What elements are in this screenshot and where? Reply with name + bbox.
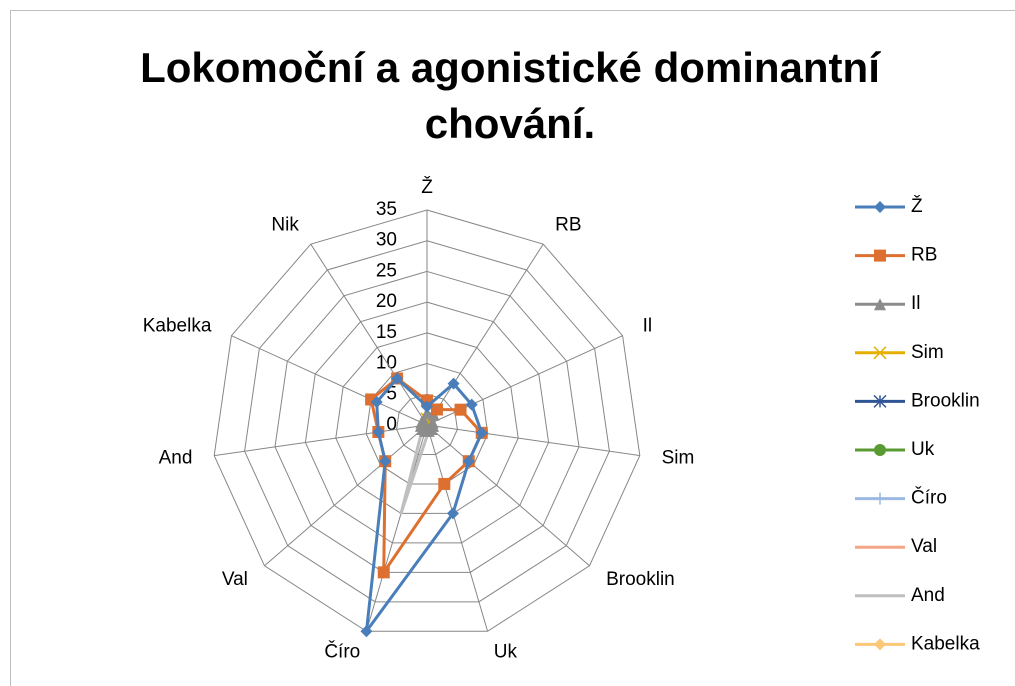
- spoke: [426, 243, 544, 426]
- series-line: [364, 376, 484, 633]
- chart-frame: [10, 10, 1015, 686]
- marker: [447, 377, 460, 390]
- marker: [462, 455, 475, 468]
- marker: [874, 298, 886, 311]
- marker: [391, 372, 404, 385]
- spoke: [426, 424, 590, 567]
- marker: [454, 403, 467, 416]
- r-tick-label: 20: [376, 291, 397, 312]
- marker: [874, 249, 886, 262]
- marker: [446, 507, 459, 520]
- r-tick-label: 5: [386, 383, 397, 404]
- legend-label: Číro: [911, 487, 947, 509]
- category-label: RB: [555, 215, 581, 236]
- grid-ring: [304, 301, 550, 544]
- category-label: Il: [643, 316, 653, 337]
- r-tick-label: 25: [376, 260, 397, 281]
- category-label: Brooklin: [606, 569, 675, 590]
- grid-ring: [213, 209, 641, 632]
- marker: [372, 425, 385, 438]
- spoke: [426, 424, 489, 632]
- legend-label: Val: [911, 536, 937, 557]
- spoke: [310, 243, 428, 426]
- marker: [379, 455, 392, 468]
- legend-label: Brooklin: [911, 390, 980, 411]
- category-label: Kabelka: [143, 316, 212, 337]
- marker: [465, 398, 478, 411]
- marker: [370, 396, 383, 409]
- category-label: Ž: [421, 176, 433, 198]
- legend-label: And: [911, 585, 945, 606]
- grid-ring: [274, 270, 580, 573]
- category-label: Sim: [662, 448, 695, 469]
- r-tick-label: 30: [376, 230, 397, 251]
- series-line: [399, 423, 431, 515]
- r-tick-label: 35: [376, 199, 397, 220]
- category-label: Číro: [324, 640, 360, 662]
- legend-label: Sim: [911, 342, 944, 363]
- marker: [360, 625, 373, 638]
- legend-label: Il: [911, 293, 921, 314]
- r-tick-label: 15: [376, 322, 397, 343]
- marker: [377, 566, 390, 579]
- marker: [417, 413, 430, 426]
- spoke: [365, 424, 428, 632]
- r-tick-label: 0: [386, 414, 397, 435]
- legend-label: Kabelka: [911, 633, 980, 654]
- grid-ring: [335, 332, 519, 514]
- category-label: And: [159, 448, 193, 469]
- marker: [874, 201, 886, 213]
- marker: [475, 426, 488, 439]
- category-label: Nik: [271, 215, 299, 236]
- spoke: [426, 424, 640, 457]
- marker: [874, 638, 886, 651]
- legend-label: RB: [911, 245, 937, 266]
- r-tick-label: 10: [376, 353, 397, 374]
- chart-title: Lokomoční a agonistické dominantní chová…: [140, 44, 880, 147]
- spoke: [264, 424, 428, 567]
- legend-label: Ž: [911, 195, 923, 217]
- marker: [874, 492, 886, 505]
- marker: [430, 403, 443, 416]
- marker: [421, 400, 433, 413]
- grid-ring: [244, 240, 610, 603]
- marker: [873, 346, 887, 360]
- spoke: [214, 424, 428, 457]
- marker: [873, 394, 887, 408]
- category-label: Val: [222, 569, 248, 590]
- marker: [874, 444, 886, 456]
- category-label: Uk: [494, 641, 518, 662]
- legend-label: Uk: [911, 439, 935, 460]
- marker: [438, 477, 451, 490]
- spoke: [231, 335, 428, 426]
